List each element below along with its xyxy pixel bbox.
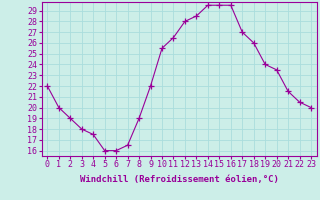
X-axis label: Windchill (Refroidissement éolien,°C): Windchill (Refroidissement éolien,°C) — [80, 175, 279, 184]
